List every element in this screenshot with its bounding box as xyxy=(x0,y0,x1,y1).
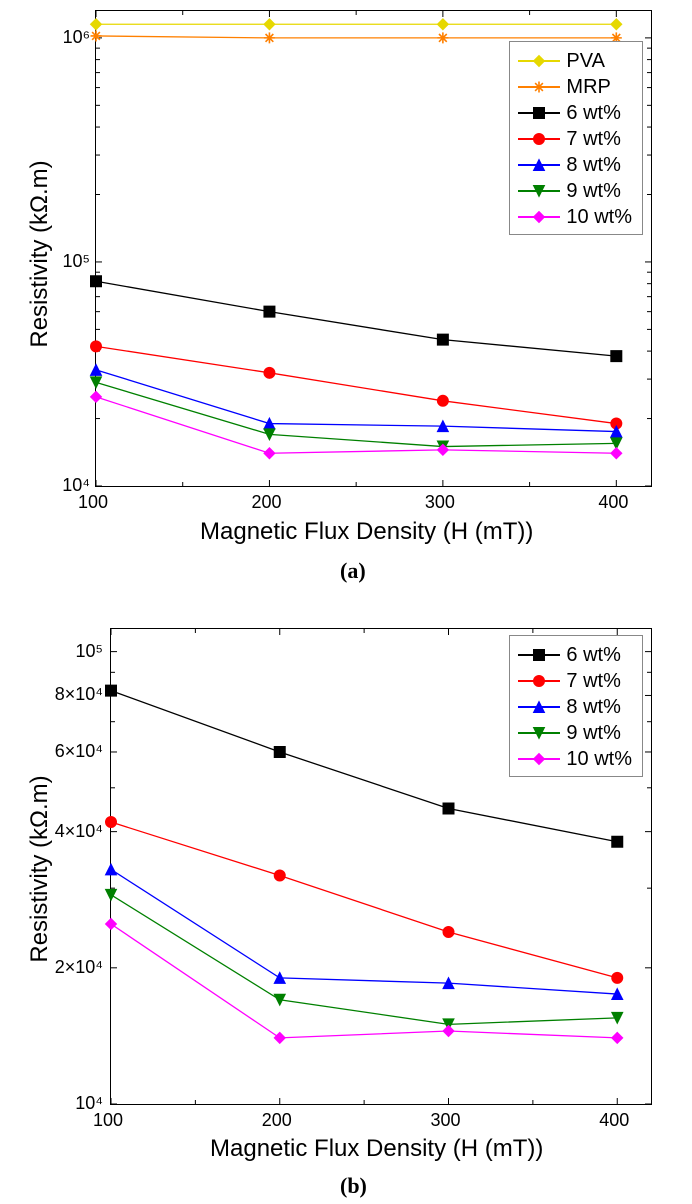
series-marker-wt6 xyxy=(443,803,454,814)
xtick-label: 400 xyxy=(599,1110,629,1131)
series-marker-wt6 xyxy=(274,746,285,757)
legend-label: PVA xyxy=(566,50,605,73)
legend-item-mrp: MRP xyxy=(518,74,632,100)
series-marker-wt10 xyxy=(274,1032,285,1043)
legend-item-wt9: 9 wt% xyxy=(518,178,632,204)
series-marker-wt6 xyxy=(264,306,275,317)
legend-item-wt7: 7 wt% xyxy=(518,668,632,694)
legend-label: 10 wt% xyxy=(566,748,632,771)
legend-label: 9 wt% xyxy=(566,180,620,203)
xlabel-a: Magnetic Flux Density (H (mT)) xyxy=(200,518,533,546)
figure: 10020030040010⁴10⁵10⁶PVAMRP6 wt%7 wt%8 w… xyxy=(0,0,692,1204)
legend-item-wt6: 6 wt% xyxy=(518,100,632,126)
ylabel-a: Resistivity (kΩ.m) xyxy=(26,154,54,354)
series-line-wt6 xyxy=(96,281,616,356)
ytick-label: 10⁵ xyxy=(43,641,103,662)
legend-item-wt8: 8 wt% xyxy=(518,152,632,178)
plot-area-a: 10020030040010⁴10⁵10⁶PVAMRP6 wt%7 wt%8 w… xyxy=(95,10,652,487)
series-marker-wt8 xyxy=(106,864,117,875)
series-marker-wt7 xyxy=(437,395,448,406)
legend-item-wt10: 10 wt% xyxy=(518,746,632,772)
series-marker-wt6 xyxy=(91,276,102,287)
series-marker-wt7 xyxy=(443,926,454,937)
series-marker-wt7 xyxy=(274,870,285,881)
series-marker-wt8 xyxy=(91,364,102,375)
ytick-label: 10⁶ xyxy=(48,27,90,48)
ytick-label: 10⁴ xyxy=(48,475,90,496)
series-marker-wt6 xyxy=(437,334,448,345)
legend-item-wt7: 7 wt% xyxy=(518,126,632,152)
series-line-wt7 xyxy=(96,346,616,423)
series-marker-wt10 xyxy=(443,1026,454,1037)
ytick-label: 10⁴ xyxy=(43,1093,103,1114)
legend-item-wt8: 8 wt% xyxy=(518,694,632,720)
panel-b: 10020030040010⁴2×10⁴4×10⁴6×10⁴8×10⁴10⁵6 … xyxy=(0,600,692,1204)
xtick-label: 300 xyxy=(425,492,455,513)
legend-label: 7 wt% xyxy=(566,128,620,151)
series-marker-pva xyxy=(437,19,448,30)
xtick-label: 300 xyxy=(431,1110,461,1131)
series-marker-pva xyxy=(91,19,102,30)
series-marker-wt10 xyxy=(612,1032,623,1043)
series-marker-mrp xyxy=(91,30,102,41)
series-marker-wt6 xyxy=(611,351,622,362)
legend-label: 6 wt% xyxy=(566,102,620,125)
series-marker-wt9 xyxy=(91,377,102,388)
panel-a: 10020030040010⁴10⁵10⁶PVAMRP6 wt%7 wt%8 w… xyxy=(0,0,692,600)
series-marker-pva xyxy=(611,19,622,30)
legend-b: 6 wt% 7 wt% 8 wt% 9 wt% 10 wt% xyxy=(509,635,643,777)
series-marker-wt7 xyxy=(91,341,102,352)
series-marker-wt10 xyxy=(611,448,622,459)
series-marker-wt10 xyxy=(106,918,117,929)
xtick-label: 200 xyxy=(251,492,281,513)
xtick-label: 400 xyxy=(598,492,628,513)
ytick-label: 10⁵ xyxy=(48,251,90,272)
ylabel-b: Resistivity (kΩ.m) xyxy=(26,769,54,969)
series-marker-wt6 xyxy=(612,836,623,847)
series-marker-wt7 xyxy=(612,972,623,983)
series-marker-wt7 xyxy=(264,367,275,378)
legend-label: 6 wt% xyxy=(566,644,620,667)
series-marker-pva xyxy=(264,19,275,30)
plot-area-b: 10020030040010⁴2×10⁴4×10⁴6×10⁴8×10⁴10⁵6 … xyxy=(110,628,652,1105)
series-marker-mrp xyxy=(264,32,275,43)
caption-b: (b) xyxy=(340,1173,367,1199)
series-marker-wt10 xyxy=(264,448,275,459)
series-marker-wt10 xyxy=(91,391,102,402)
series-line-wt9 xyxy=(96,382,616,446)
caption-a: (a) xyxy=(340,558,366,584)
ytick-label: 6×10⁴ xyxy=(43,741,103,762)
ytick-label: 8×10⁴ xyxy=(43,684,103,705)
series-marker-wt7 xyxy=(106,817,117,828)
legend-item-wt9: 9 wt% xyxy=(518,720,632,746)
series-marker-wt6 xyxy=(106,685,117,696)
legend-label: MRP xyxy=(566,76,610,99)
legend-label: 9 wt% xyxy=(566,722,620,745)
legend-label: 8 wt% xyxy=(566,154,620,177)
series-line-mrp xyxy=(96,36,616,38)
legend-a: PVA MRP 6 wt% 7 wt% 8 wt% 9 wt% 10 wt% xyxy=(509,41,643,235)
legend-item-pva: PVA xyxy=(518,48,632,74)
xtick-label: 200 xyxy=(262,1110,292,1131)
series-line-wt9 xyxy=(111,895,617,1025)
series-marker-wt9 xyxy=(106,889,117,900)
series-marker-mrp xyxy=(437,32,448,43)
series-line-wt7 xyxy=(111,822,617,978)
legend-item-wt6: 6 wt% xyxy=(518,642,632,668)
xlabel-b: Magnetic Flux Density (H (mT)) xyxy=(210,1135,543,1163)
legend-label: 8 wt% xyxy=(566,696,620,719)
legend-label: 7 wt% xyxy=(566,670,620,693)
legend-label: 10 wt% xyxy=(566,206,632,229)
legend-item-wt10: 10 wt% xyxy=(518,204,632,230)
